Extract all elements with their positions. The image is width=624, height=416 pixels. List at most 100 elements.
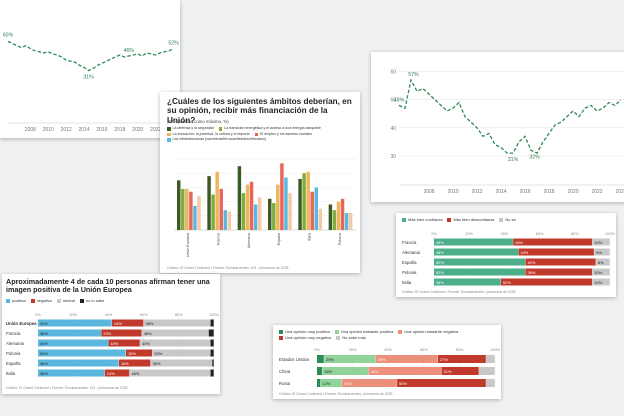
x-tick-label: 100%	[490, 348, 500, 352]
x-tick-label: 80%	[175, 313, 183, 317]
category-label: España	[402, 260, 417, 265]
bar-segment	[368, 367, 442, 375]
opinion-chart-legend: Una opinión muy positiva Una opinión bast…	[279, 329, 497, 341]
bar-segment	[434, 238, 513, 246]
funding-legend-label: La defensa y la seguridad	[172, 126, 214, 130]
x-tick-label: 20%	[69, 313, 77, 317]
segment-label: 40%	[528, 260, 536, 265]
bar-segment	[525, 258, 596, 266]
bar	[328, 204, 333, 230]
x-tick-label: 40%	[384, 348, 392, 352]
x-tick-label: 0%	[431, 232, 437, 236]
segment-label: 38%	[528, 270, 536, 275]
trust-legend-swatch	[402, 218, 406, 222]
funding-legend-label: La transición energética y el acceso a u…	[224, 126, 321, 130]
bar	[211, 194, 215, 230]
segment-label: 38%	[436, 280, 444, 285]
segment-label: 21%	[444, 369, 452, 374]
trust-legend-swatch	[447, 218, 452, 222]
point-label: 46%	[124, 48, 135, 54]
x-tick-label: 2014	[495, 189, 506, 195]
bar-segment	[104, 369, 130, 377]
opinion-legend-label: Una opinión muy positiva	[285, 329, 330, 334]
opinion-legend-item: Una opinión muy negativa	[279, 335, 331, 340]
segment-label: 18%	[121, 361, 129, 366]
opinion-legend-item: Una opinión bastante negativa	[398, 329, 458, 334]
bar	[348, 212, 353, 230]
x-tick-label: 60%	[140, 313, 148, 317]
trust-legend-item: Más bien confianza	[402, 217, 442, 222]
x-tick-label: 20%	[465, 232, 473, 236]
point-label: 32%	[529, 154, 540, 160]
funding-legend-swatch	[218, 127, 223, 131]
segment-label: 46%	[40, 361, 48, 366]
bar-segment	[341, 379, 397, 387]
segment-label: 45%	[515, 240, 523, 245]
bar-segment	[38, 319, 112, 327]
bar-segment	[434, 278, 501, 286]
bar	[185, 188, 189, 230]
bar	[237, 166, 242, 230]
bar-segment	[101, 329, 142, 337]
segment-label: 23%	[103, 331, 111, 336]
bar	[223, 210, 228, 230]
funding-legend-label: La educación, la juventud, la cultura y …	[172, 131, 250, 136]
bar	[219, 188, 223, 230]
line-chart-2: 60 50 40 30 2008 2010 2012 2014 2016 2018 2020 2022…	[390, 70, 624, 195]
trust-chart-legend: Más bien confianza Más bien desconfianza N…	[402, 217, 614, 223]
bar-segment	[210, 369, 214, 377]
bar	[336, 201, 341, 230]
line-chart-card-1: 2008 2010 2012 2014 2016 2018 2020 2022 60% 31% 46…	[0, 0, 180, 138]
eu-image-legend-item: neutral	[56, 298, 75, 303]
bar-segment	[486, 379, 495, 387]
category-label: España	[277, 233, 281, 245]
bar	[207, 176, 211, 230]
bar	[302, 173, 306, 230]
x-tick-label: 2020	[567, 189, 578, 195]
opinion-legend-label: Una opinión bastante positiva	[340, 329, 394, 334]
bar-segment	[108, 339, 140, 347]
segment-label: 35%	[153, 361, 161, 366]
funding-legend-swatch	[167, 127, 171, 131]
bar-segment	[592, 278, 610, 286]
point-label: 48%	[394, 97, 405, 103]
opinion-legend-label: Una opinión bastante negativa	[404, 329, 459, 334]
segment-label: 9%	[596, 250, 602, 255]
point-label: 31%	[83, 75, 94, 81]
category-label: Italia	[308, 233, 312, 241]
segment-label: 38%	[146, 321, 154, 326]
bar-segment	[317, 367, 323, 375]
bar	[215, 171, 219, 230]
segment-label: 52%	[436, 270, 444, 275]
segment-label: 38%	[144, 331, 152, 336]
segment-label: 46%	[132, 371, 140, 376]
bar-segment	[111, 319, 144, 327]
bar-segment	[324, 355, 376, 363]
segment-label: 31%	[344, 381, 352, 386]
x-tick-label: 100%	[605, 232, 615, 236]
opinion-chart: 0% 20% 40% 60% 80% 100% Estados Unidos 29% 35% 27…	[279, 348, 500, 389]
x-tick-label: 60%	[420, 348, 428, 352]
bar-segment	[210, 339, 214, 347]
bar-segment	[212, 359, 214, 367]
segment-label: 27%	[440, 357, 448, 362]
bar	[177, 180, 181, 230]
funding-legend-swatch	[167, 132, 171, 136]
trust-legend-swatch	[499, 218, 504, 222]
trust-legend-label: No sé	[505, 217, 516, 222]
opinion-legend-item: Una opinión muy positiva	[279, 329, 330, 334]
category-label: Unión Europea	[6, 321, 37, 326]
bar-segment	[500, 278, 593, 286]
eu-image-legend-label: negativa	[36, 298, 52, 303]
funding-legend-item: El empleo y los asuntos sociales	[254, 132, 312, 136]
funding-chart-card: ¿Cuáles de los siguientes ámbitos deberí…	[160, 92, 360, 273]
bar	[249, 181, 254, 230]
bar-segment	[129, 369, 211, 377]
eu-image-legend-item: negativa	[30, 298, 52, 303]
segment-label: 40%	[40, 341, 48, 346]
x-tick-label: 2016	[96, 127, 107, 133]
x-tick-label: 20%	[349, 348, 357, 352]
x-tick-label: 2014	[78, 127, 89, 133]
point-label: 60%	[3, 32, 14, 38]
